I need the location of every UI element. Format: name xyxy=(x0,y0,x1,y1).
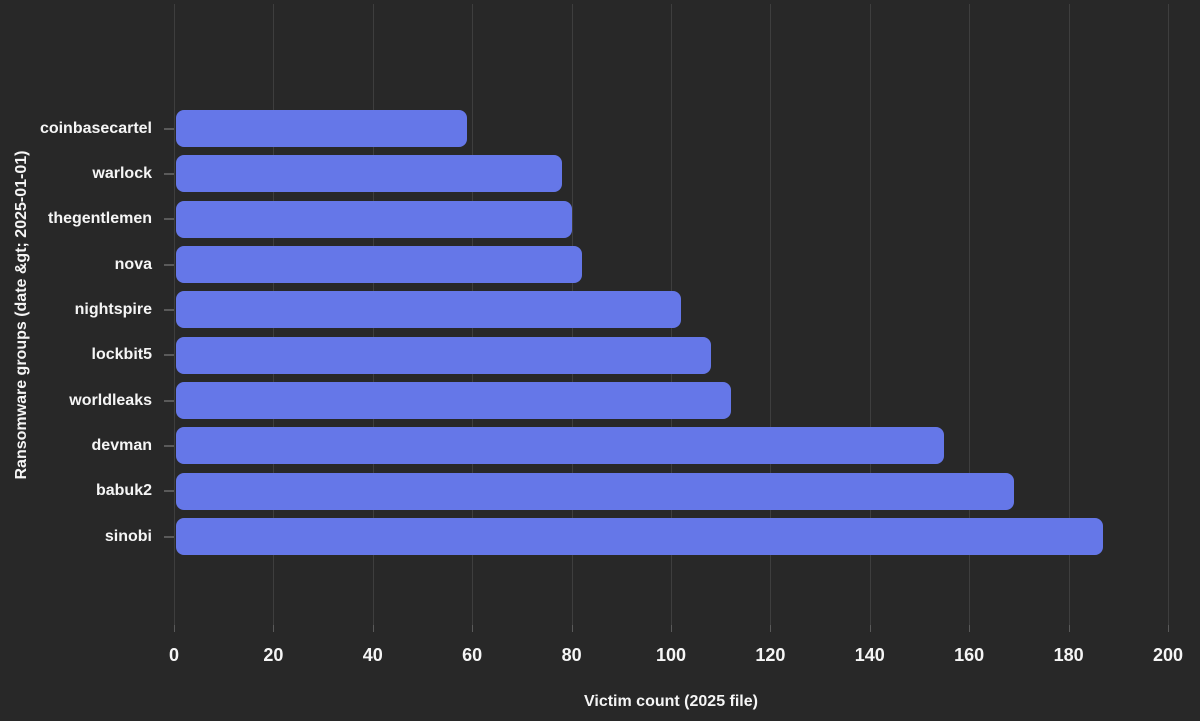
y-tick-mark xyxy=(164,218,174,221)
gridline xyxy=(174,4,175,625)
category-label: nightspire xyxy=(74,300,152,318)
y-tick-mark xyxy=(164,308,174,311)
bar xyxy=(176,472,1014,510)
gridline xyxy=(770,4,772,625)
x-axis-label: Victim count (2025 file) xyxy=(584,693,758,710)
bar xyxy=(176,200,572,238)
category-label: babuk2 xyxy=(95,482,152,500)
bar xyxy=(176,427,945,465)
bar xyxy=(176,291,681,329)
x-tick-label: 60 xyxy=(462,645,483,665)
category-label: sinobi xyxy=(104,527,152,545)
x-tick-mark xyxy=(372,625,374,632)
bar xyxy=(176,246,582,284)
y-tick-mark xyxy=(164,354,174,357)
y-tick-mark xyxy=(164,127,174,130)
x-tick-label: 0 xyxy=(168,645,180,665)
x-tick-label: 80 xyxy=(561,645,582,665)
y-tick-mark xyxy=(164,263,174,266)
category-label: thegentlemen xyxy=(47,210,152,228)
x-tick-mark xyxy=(869,625,871,632)
bar xyxy=(176,382,731,420)
x-tick-label: 120 xyxy=(755,645,786,665)
x-tick-mark xyxy=(671,625,672,632)
x-tick-label: 200 xyxy=(1152,645,1184,665)
gridline xyxy=(1068,4,1070,625)
x-tick-mark xyxy=(472,625,474,632)
bar xyxy=(176,336,711,374)
x-tick-mark xyxy=(770,625,772,632)
category-label: nova xyxy=(114,255,152,273)
x-tick-label: 100 xyxy=(655,645,687,665)
x-tick-label: 140 xyxy=(854,645,885,665)
x-tick-label: 180 xyxy=(1053,645,1084,665)
bar xyxy=(176,155,562,193)
gridline xyxy=(969,4,971,625)
gridline xyxy=(1168,4,1169,625)
x-tick-label: 20 xyxy=(263,645,284,665)
gridline xyxy=(869,4,871,625)
x-tick-label: 40 xyxy=(362,645,383,665)
y-tick-mark xyxy=(164,490,174,493)
y-tick-mark xyxy=(164,444,174,447)
bar xyxy=(176,110,468,147)
category-label: lockbit5 xyxy=(91,346,152,364)
category-label: warlock xyxy=(92,164,152,182)
x-tick-mark xyxy=(1168,625,1169,632)
y-tick-mark xyxy=(164,535,174,538)
bar xyxy=(176,518,1104,556)
x-tick-mark xyxy=(1068,625,1070,632)
x-tick-mark xyxy=(571,625,573,632)
y-tick-mark xyxy=(164,399,174,402)
y-tick-mark xyxy=(164,172,174,175)
category-label: coinbasecartel xyxy=(39,119,152,137)
category-label: worldleaks xyxy=(69,391,152,409)
x-tick-label: 160 xyxy=(954,645,985,665)
x-tick-mark xyxy=(174,625,175,632)
y-axis-label: Ransomware groups (date &gt; 2025-01-01) xyxy=(13,150,30,480)
x-tick-mark xyxy=(273,625,275,632)
category-label: devman xyxy=(91,436,152,454)
x-tick-mark xyxy=(969,625,971,632)
